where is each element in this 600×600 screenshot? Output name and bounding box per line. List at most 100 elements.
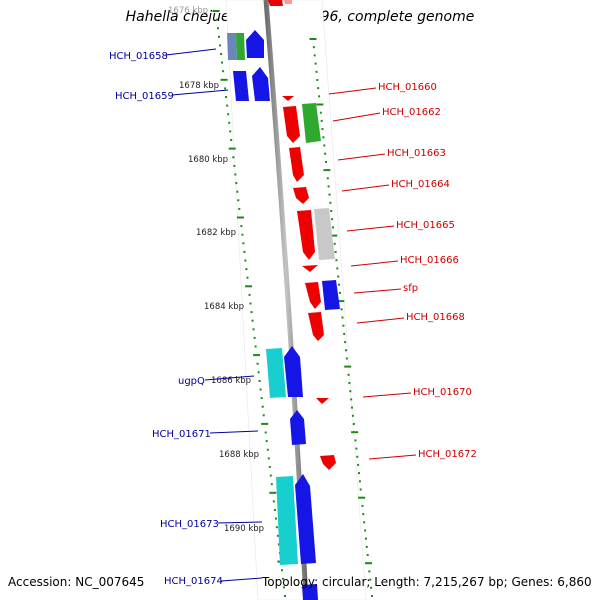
gene-leader-hch01666 (350, 260, 399, 267)
gene-feature-hch01665-red[interactable] (297, 210, 315, 260)
gene-label-sfp[interactable]: sfp (403, 283, 418, 294)
gene-label-hch01671[interactable]: HCH_01671 (152, 429, 211, 440)
gene-feature-hch01659-a[interactable] (233, 71, 249, 101)
left-ruler-tick (243, 250, 246, 253)
right-gene-labels: HCH_01660 HCH_01662 HCH_01663 HCH_01664 … (328, 82, 477, 460)
gene-feature-sfp-blue[interactable] (322, 280, 340, 310)
right-ruler-tick (354, 439, 357, 442)
gene-feature-hch01674[interactable] (302, 584, 318, 600)
left-ruler-tick (264, 431, 267, 434)
gene-feature-hch01673-arrow[interactable] (295, 474, 316, 564)
right-ruler-tick (324, 152, 327, 155)
right-ruler-tick (330, 210, 333, 212)
gene-feature-hch01662-green[interactable] (302, 103, 321, 143)
gene-feature-top-red[interactable] (268, 0, 283, 6)
gene-label-hch01668[interactable]: HCH_01668 (406, 312, 465, 323)
scale-label-1690: 1690 kbp (224, 524, 264, 534)
right-ruler-tick (309, 38, 317, 40)
gene-feature-hch01665-gray[interactable] (314, 208, 335, 260)
right-ruler-tick (336, 267, 339, 270)
gene-label-hch01658[interactable]: HCH_01658 (109, 51, 168, 62)
gene-label-hch01663[interactable]: HCH_01663 (387, 148, 446, 159)
gene-feature-top-pink[interactable] (284, 0, 292, 4)
right-ruler-tick (358, 496, 366, 499)
right-ruler-tick (363, 521, 366, 524)
right-ruler-tick (371, 595, 373, 597)
gene-label-hch01665[interactable]: HCH_01665 (396, 220, 455, 231)
gene-leader-hch01668 (356, 317, 405, 324)
right-ruler-tick (313, 54, 316, 57)
gene-feature-hch01662-red[interactable] (283, 106, 300, 143)
right-ruler-tick (328, 193, 331, 196)
right-ruler-tick (368, 570, 371, 573)
gene-feature-hch01666[interactable] (302, 265, 318, 272)
left-ruler-tick (250, 311, 253, 314)
tick-ruler-right (309, 38, 373, 597)
left-ruler-tick (258, 379, 261, 382)
left-ruler-tick (237, 199, 240, 202)
right-ruler-tick (337, 300, 345, 303)
left-ruler-tick (227, 113, 230, 116)
right-ruler-tick (340, 308, 343, 311)
gene-label-hch01672[interactable]: HCH_01672 (418, 449, 477, 460)
right-ruler-tick (344, 365, 352, 368)
gene-feature-hch01671[interactable] (290, 410, 306, 445)
gene-label-hch01666[interactable]: HCH_01666 (400, 255, 459, 266)
gene-label-hch01660[interactable]: HCH_01660 (378, 82, 437, 93)
left-ruler-tick (230, 139, 233, 141)
gene-feature-hch01658-b[interactable] (236, 33, 245, 60)
right-ruler-tick (362, 513, 365, 516)
left-ruler-tick (283, 586, 285, 589)
left-ruler-tick (219, 44, 222, 47)
right-ruler-tick (315, 70, 318, 73)
scale-label-1684: 1684 kbp (204, 302, 244, 312)
right-ruler-tick (358, 472, 360, 475)
gene-leader-hch01665 (346, 225, 395, 232)
right-ruler-tick (330, 234, 338, 237)
gene-label-hch01664[interactable]: HCH_01664 (391, 179, 450, 190)
gene-feature-hch01658-arrow[interactable] (246, 30, 264, 58)
gene-label-ugpq[interactable]: ugpQ (178, 376, 205, 387)
right-ruler-tick (319, 111, 322, 114)
gene-feature-hch01672[interactable] (320, 455, 336, 470)
left-ruler-tick (236, 190, 239, 193)
gene-feature-hch01668[interactable] (308, 312, 324, 341)
left-ruler-tick (218, 35, 220, 38)
gene-feature-sfp-red[interactable] (305, 282, 321, 309)
gene-label-hch01673[interactable]: HCH_01673 (160, 519, 219, 530)
gene-feature-ugpq-arrow[interactable] (284, 346, 303, 397)
gene-label-hch01662[interactable]: HCH_01662 (382, 107, 441, 118)
gene-leader-hch01660 (328, 87, 377, 95)
gene-label-hch01674[interactable]: HCH_01674 (164, 576, 223, 587)
gene-feature-hch01673-cyan[interactable] (276, 476, 298, 565)
gene-label-hch01659[interactable]: HCH_01659 (115, 91, 174, 102)
left-ruler-tick (241, 233, 244, 236)
right-ruler-tick (334, 251, 337, 253)
gene-feature-hch01664[interactable] (293, 187, 309, 204)
gene-leader-hch01674 (220, 577, 263, 582)
right-ruler-tick (355, 447, 358, 450)
right-ruler-tick (356, 455, 359, 458)
gene-feature-hch01660[interactable] (282, 96, 294, 101)
gene-leader-hch01670 (362, 392, 412, 398)
gene-label-hch01670[interactable]: HCH_01670 (413, 387, 472, 398)
right-ruler-tick (364, 537, 367, 540)
right-ruler-tick (317, 87, 320, 90)
left-ruler-tick (261, 422, 269, 425)
left-ruler-tick (270, 483, 273, 486)
left-ruler-tick (273, 509, 276, 511)
left-ruler-tick (242, 242, 245, 245)
gene-feature-ugpq-cyan[interactable] (266, 348, 286, 398)
gene-feature-hch01658-a[interactable] (227, 33, 237, 60)
gene-feature-hch01663[interactable] (289, 147, 304, 182)
left-ruler-tick (256, 362, 259, 365)
scale-label-1680: 1680 kbp (188, 155, 228, 165)
gene-feature-hch01670[interactable] (316, 398, 329, 404)
right-ruler-tick (329, 201, 332, 204)
right-ruler-tick (364, 529, 367, 532)
gene-feature-hch01659-arrow[interactable] (252, 67, 270, 101)
right-ruler-tick (333, 242, 336, 245)
right-ruler-tick (331, 218, 334, 221)
right-ruler-tick (325, 160, 327, 163)
right-ruler-tick (348, 382, 351, 384)
